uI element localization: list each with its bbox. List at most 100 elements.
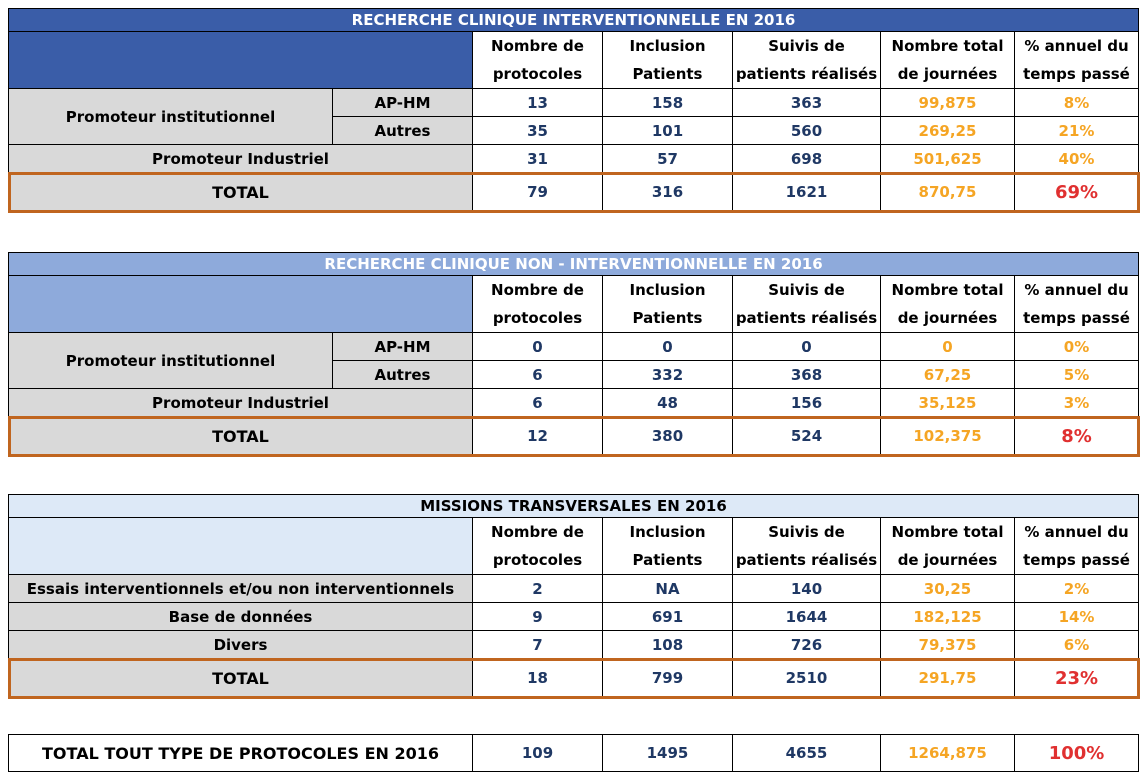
- cell-protocoles: 35: [472, 116, 603, 145]
- cell-pct: 21%: [1014, 116, 1139, 145]
- total-label: TOTAL: [8, 172, 473, 212]
- table-non-interventionnelle: RECHERCHE CLINIQUE NON - INTERVENTIONNEL…: [7, 252, 1140, 457]
- col-header-pct: % annuel du temps passé: [1013, 275, 1140, 333]
- table-row: Base de données 9 691 1644 182,125 14%: [8, 602, 1140, 631]
- row-label: Essais interventionnels et/ou non interv…: [8, 574, 473, 603]
- col-header-suivis: Suivis de patients réalisés: [732, 31, 881, 89]
- row-label: Base de données: [8, 602, 473, 631]
- total-pct: 23%: [1013, 658, 1140, 698]
- cell-inclusion: 108: [602, 630, 733, 659]
- cell-suivis: 140: [732, 574, 881, 603]
- row-group-label: Promoteur institutionnel: [8, 88, 333, 145]
- row-label: AP-HM: [332, 332, 473, 361]
- cell-inclusion: 101: [602, 116, 733, 145]
- total-pct: 8%: [1013, 416, 1140, 456]
- cell-pct: 0%: [1013, 332, 1140, 361]
- grand-protocoles: 109: [472, 734, 603, 772]
- cell-protocoles: 6: [472, 388, 603, 417]
- table-row: Essais interventionnels et/ou non interv…: [8, 574, 1140, 603]
- cell-suivis: 0: [732, 332, 881, 361]
- total-inclusion: 380: [602, 416, 733, 456]
- grand-total-row: TOTAL TOUT TYPE DE PROTOCOLES EN 2016 10…: [8, 734, 1139, 772]
- cell-suivis: 726: [732, 630, 881, 659]
- total-row: TOTAL 12 380 524 102,375 8%: [7, 415, 1140, 457]
- cell-suivis: 156: [732, 388, 881, 417]
- cell-suivis: 368: [732, 360, 881, 389]
- cell-journees: 79,375: [880, 630, 1015, 659]
- cell-pct: 40%: [1014, 144, 1139, 173]
- total-protocoles: 18: [472, 658, 603, 698]
- cell-inclusion: 332: [602, 360, 733, 389]
- header-blank: [8, 275, 473, 333]
- col-header-pct: % annuel du temps passé: [1014, 31, 1139, 89]
- cell-pct: 8%: [1014, 88, 1139, 117]
- total-journees: 102,375: [880, 416, 1015, 456]
- cell-protocoles: 31: [472, 144, 603, 173]
- total-row: TOTAL 79 316 1621 870,75 69%: [7, 171, 1140, 213]
- table-title: RECHERCHE CLINIQUE INTERVENTIONNELLE EN …: [8, 8, 1139, 32]
- grand-pct: 100%: [1014, 734, 1139, 772]
- total-suivis: 1621: [732, 172, 881, 212]
- cell-suivis: 1644: [732, 602, 881, 631]
- col-header-protocoles: Nombre de protocoles: [472, 275, 603, 333]
- table-interventionnelle: RECHERCHE CLINIQUE INTERVENTIONNELLE EN …: [7, 8, 1140, 213]
- col-header-inclusion: Inclusion Patients: [602, 517, 733, 575]
- total-label: TOTAL: [8, 416, 473, 456]
- col-header-inclusion: Inclusion Patients: [602, 275, 733, 333]
- grand-suivis: 4655: [732, 734, 881, 772]
- cell-suivis: 560: [732, 116, 881, 145]
- total-pct: 69%: [1014, 172, 1139, 212]
- cell-journees: 269,25: [880, 116, 1015, 145]
- grand-total-label: TOTAL TOUT TYPE DE PROTOCOLES EN 2016: [8, 734, 473, 772]
- col-header-journees: Nombre total de journées: [880, 275, 1015, 333]
- row-label: Autres: [332, 360, 473, 389]
- grand-journees: 1264,875: [880, 734, 1015, 772]
- table-row: Autres 35 101 560 269,25 21%: [9, 116, 1139, 145]
- row-label: Autres: [332, 116, 473, 145]
- cell-pct: 5%: [1013, 360, 1140, 389]
- cell-inclusion: 48: [602, 388, 733, 417]
- row-group-label: Promoteur institutionnel: [8, 332, 333, 389]
- cell-pct: 6%: [1013, 630, 1140, 659]
- total-row: TOTAL 18 799 2510 291,75 23%: [7, 657, 1140, 699]
- table-row: Promoteur Industriel 6 48 156 35,125 3%: [8, 388, 1140, 417]
- cell-protocoles: 0: [472, 332, 603, 361]
- table-row: Promoteur Industriel 31 57 698 501,625 4…: [8, 144, 1139, 173]
- cell-inclusion: 158: [602, 88, 733, 117]
- table-grand-total: TOTAL TOUT TYPE DE PROTOCOLES EN 2016 10…: [8, 734, 1139, 772]
- row-label: AP-HM: [332, 88, 473, 117]
- cell-journees: 182,125: [880, 602, 1015, 631]
- table-title: RECHERCHE CLINIQUE NON - INTERVENTIONNEL…: [7, 252, 1140, 276]
- cell-suivis: 363: [732, 88, 881, 117]
- cell-inclusion: NA: [602, 574, 733, 603]
- cell-protocoles: 13: [472, 88, 603, 117]
- total-protocoles: 79: [472, 172, 603, 212]
- total-suivis: 524: [732, 416, 881, 456]
- cell-inclusion: 0: [602, 332, 733, 361]
- cell-inclusion: 691: [602, 602, 733, 631]
- cell-pct: 2%: [1013, 574, 1140, 603]
- col-header-journees: Nombre total de journées: [880, 517, 1015, 575]
- col-header-inclusion: Inclusion Patients: [602, 31, 733, 89]
- table-row: Promoteur institutionnel AP-HM 13 158 36…: [8, 88, 1139, 145]
- table-row: Promoteur institutionnel AP-HM 0 0 0 0 0…: [8, 332, 1140, 389]
- cell-journees: 0: [880, 332, 1015, 361]
- col-header-journees: Nombre total de journées: [880, 31, 1015, 89]
- header-blank: [8, 31, 473, 89]
- col-header-protocoles: Nombre de protocoles: [472, 31, 603, 89]
- row-label: Promoteur Industriel: [8, 144, 473, 173]
- row-label: Divers: [8, 630, 473, 659]
- col-header-pct: % annuel du temps passé: [1013, 517, 1140, 575]
- table-row: Divers 7 108 726 79,375 6%: [8, 630, 1140, 659]
- cell-journees: 99,875: [880, 88, 1015, 117]
- grand-inclusion: 1495: [602, 734, 733, 772]
- cell-protocoles: 7: [472, 630, 603, 659]
- col-header-protocoles: Nombre de protocoles: [472, 517, 603, 575]
- total-label: TOTAL: [8, 658, 473, 698]
- cell-pct: 14%: [1013, 602, 1140, 631]
- cell-protocoles: 6: [472, 360, 603, 389]
- cell-inclusion: 57: [602, 144, 733, 173]
- total-inclusion: 316: [602, 172, 733, 212]
- total-protocoles: 12: [472, 416, 603, 456]
- col-header-suivis: Suivis de patients réalisés: [732, 517, 881, 575]
